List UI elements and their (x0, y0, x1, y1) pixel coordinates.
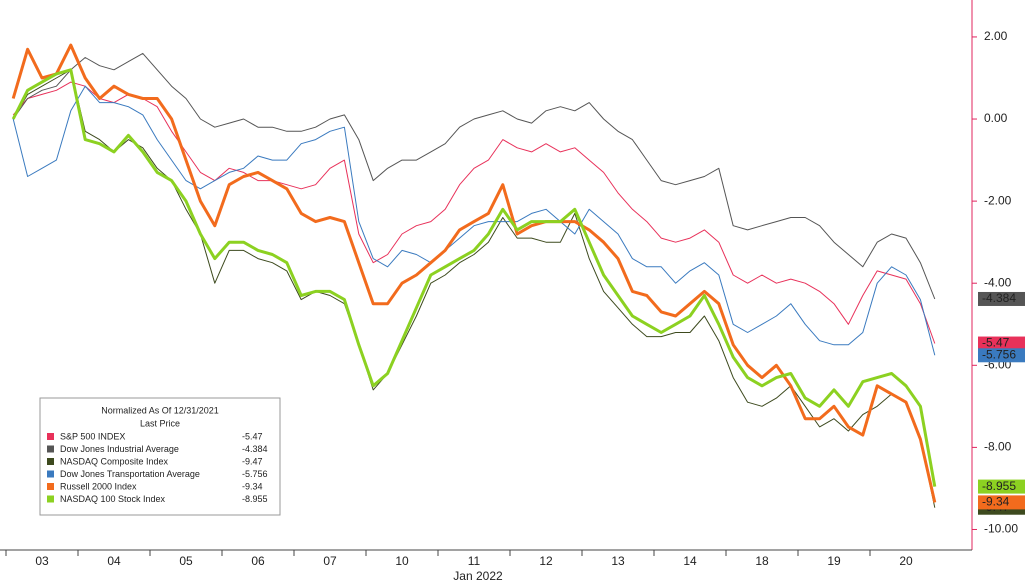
x-tick-label: 11 (468, 554, 481, 568)
y-tick-label: -4.00 (984, 275, 1012, 289)
x-tick-label: 06 (251, 554, 265, 568)
legend-value: -9.34 (242, 481, 263, 491)
x-tick-label: 14 (683, 554, 697, 568)
price-badge-label: -9.34 (982, 495, 1010, 509)
x-tick-label: 03 (35, 554, 49, 568)
x-tick-label: 18 (755, 554, 769, 568)
price-badge (978, 348, 1025, 363)
legend-label: Russell 2000 Index (60, 481, 137, 491)
legend-title: Normalized As Of 12/31/2021 (101, 405, 219, 415)
price-badge (978, 495, 1025, 510)
plot-area (11, 43, 937, 508)
legend-box (39, 397, 281, 516)
price-badge-label: -4.384 (982, 291, 1016, 305)
x-tick-label: 20 (899, 554, 913, 568)
legend-label: S&P 500 INDEX (60, 431, 125, 441)
price-badge-label: -5.756 (982, 347, 1016, 361)
price-badge (978, 336, 1025, 351)
price-badge (978, 479, 1025, 494)
y-tick-label: -10.00 (984, 522, 1018, 536)
legend: Normalized As Of 12/31/2021 Last Price S… (39, 397, 281, 516)
legend-swatch (47, 458, 54, 465)
legend-subtitle: Last Price (140, 418, 180, 428)
legend-label: NASDAQ 100 Stock Index (60, 494, 166, 504)
legend-label: Dow Jones Transportation Average (60, 469, 200, 479)
x-tick-label: 05 (179, 554, 193, 568)
legend-swatch (47, 495, 54, 503)
y-tick-label: -2.00 (984, 193, 1012, 207)
x-tick-label: 10 (395, 554, 409, 568)
legend-value: -8.955 (242, 494, 268, 504)
x-tick-label: 04 (107, 554, 121, 568)
legend-swatch (47, 445, 54, 453)
price-badge-label: -5.47 (982, 336, 1010, 350)
legend-label: NASDAQ Composite Index (60, 456, 169, 466)
legend-value: -4.384 (242, 444, 268, 454)
series-line (11, 68, 937, 487)
price-badge-label: -8.955 (982, 479, 1016, 493)
series-line (12, 85, 936, 356)
legend-swatch (47, 433, 54, 440)
legend-swatch (47, 470, 54, 478)
x-tick-label: 19 (827, 554, 841, 568)
y-tick-label: -8.00 (984, 440, 1012, 454)
x-axis-title: Jan 2022 (453, 569, 503, 583)
legend-value: -9.47 (242, 456, 263, 466)
series-line (12, 81, 936, 344)
legend-label: Dow Jones Industrial Average (60, 444, 179, 454)
y-tick-label: 0.00 (984, 111, 1008, 125)
x-tick-label: 07 (323, 554, 337, 568)
legend-value: -5.756 (242, 469, 268, 479)
series-line (12, 52, 936, 300)
y-tick-label: 2.00 (984, 29, 1008, 43)
legend-swatch (47, 483, 54, 490)
series-line (11, 43, 937, 503)
x-tick-label: 12 (539, 554, 553, 568)
x-tick-label: 13 (611, 554, 625, 568)
price-badge (978, 291, 1025, 306)
legend-value: -5.47 (242, 431, 263, 441)
